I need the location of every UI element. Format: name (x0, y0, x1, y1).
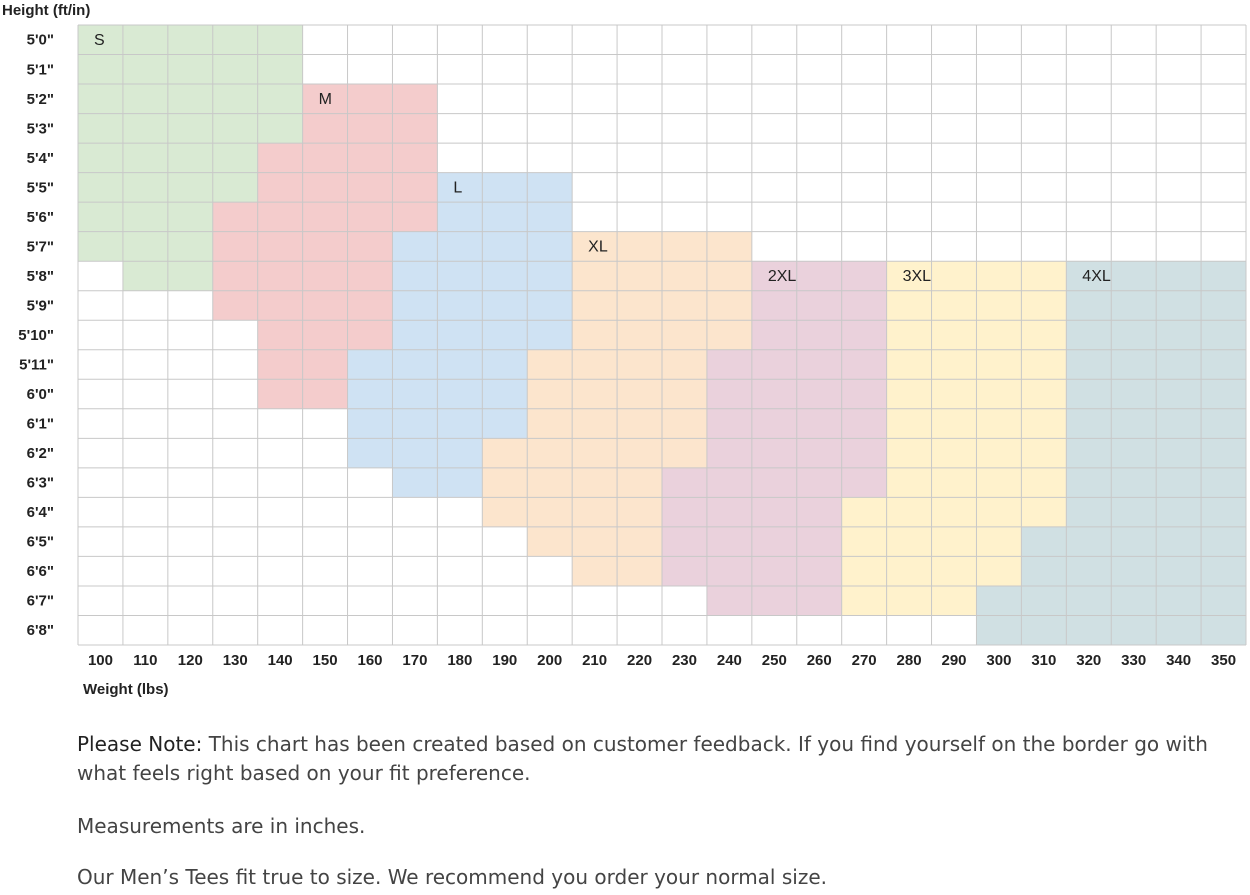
note-label: Please Note: (77, 732, 203, 756)
weight-label: 150 (313, 652, 338, 669)
size-region-cell (437, 202, 573, 232)
height-label: 6'8" (27, 622, 54, 639)
height-label: 6'4" (27, 504, 54, 521)
weight-label: 240 (717, 652, 742, 669)
height-label: 5'9" (27, 297, 54, 314)
size-region-cell (751, 290, 887, 321)
height-label: 6'2" (27, 445, 54, 462)
size-region-cell (706, 585, 842, 616)
height-label: 5'0" (27, 32, 54, 49)
weight-label: 210 (582, 652, 607, 669)
weight-label: 200 (537, 652, 562, 669)
weight-label: 230 (672, 652, 697, 669)
weight-label: 350 (1211, 652, 1236, 669)
size-grid: Height (ft/in) Weight (lbs) S M L XL 2XL 3XL 4… (2, 2, 1247, 698)
note-text: This chart has been created based on cus… (77, 732, 1208, 785)
height-label: 5'1" (27, 61, 54, 78)
size-label: XL (588, 239, 608, 256)
height-label: 5'11" (19, 356, 54, 373)
weight-label: 190 (492, 652, 517, 669)
size-label: 4XL (1082, 268, 1111, 285)
size-region-cell (78, 25, 303, 55)
weight-label: 100 (88, 652, 113, 669)
size-region-cell (841, 497, 1067, 527)
size-region-cell (302, 113, 438, 144)
weight-label: 160 (357, 652, 382, 669)
weight-label: 140 (268, 652, 293, 669)
size-region-cell (751, 320, 887, 350)
size-region-cell (347, 438, 483, 468)
weight-label: 340 (1166, 652, 1191, 669)
weight-label: 130 (223, 652, 248, 669)
weight-label: 260 (807, 652, 832, 669)
size-label: L (453, 180, 462, 197)
note: Please Note: This chart has been created… (77, 730, 1227, 788)
height-label: 5'6" (27, 209, 54, 226)
height-label: 5'2" (27, 91, 54, 108)
height-label: 6'1" (27, 416, 54, 433)
measurements-note: Measurements are in inches. (77, 814, 366, 838)
height-label: 6'5" (27, 534, 54, 551)
size-region-cell (78, 113, 303, 144)
size-region-cell (78, 84, 303, 114)
size-region-cell (1021, 556, 1246, 586)
weight-label: 220 (627, 652, 652, 669)
size-label: S (94, 32, 105, 49)
size-label: M (319, 91, 332, 108)
weight-label: 320 (1076, 652, 1101, 669)
size-region-cell (751, 261, 887, 291)
size-region-cell (1021, 526, 1246, 557)
fit-note: Our Men’s Tees fit true to size. We reco… (77, 865, 827, 889)
size-region-cell (78, 54, 303, 85)
y-axis-label: Height (ft/in) (2, 2, 90, 19)
weight-label: 330 (1121, 652, 1146, 669)
height-label: 6'6" (27, 563, 54, 580)
size-region-cell (78, 202, 213, 232)
weight-label: 120 (178, 652, 203, 669)
height-label: 6'7" (27, 593, 54, 610)
size-label: 2XL (768, 268, 797, 285)
size-region-cell (482, 438, 707, 468)
height-label: 5'5" (27, 179, 54, 196)
size-region-cell (841, 585, 977, 616)
size-region-cell (527, 526, 662, 557)
size-label: 3XL (903, 268, 932, 285)
weight-label: 280 (897, 652, 922, 669)
weight-label: 250 (762, 652, 787, 669)
height-label: 5'4" (27, 150, 54, 167)
height-label: 6'3" (27, 475, 54, 492)
height-label: 5'3" (27, 120, 54, 137)
weight-label: 180 (447, 652, 472, 669)
weight-label: 300 (986, 652, 1011, 669)
height-label: 6'0" (27, 386, 54, 403)
size-region-cell (302, 84, 438, 114)
size-region-cell (78, 231, 213, 262)
weight-label: 290 (941, 652, 966, 669)
size-region-cell (662, 467, 887, 498)
weight-label: 110 (133, 652, 157, 669)
height-label: 5'8" (27, 268, 54, 285)
size-region-cell (437, 172, 573, 203)
size-region-cell (212, 202, 438, 232)
height-label: 5'7" (27, 238, 54, 255)
x-axis-label: Weight (lbs) (83, 681, 169, 698)
size-region-cell (257, 320, 393, 350)
height-label: 5'10" (18, 327, 54, 344)
weight-label: 270 (852, 652, 877, 669)
weight-label: 310 (1031, 652, 1056, 669)
weight-label: 170 (402, 652, 427, 669)
